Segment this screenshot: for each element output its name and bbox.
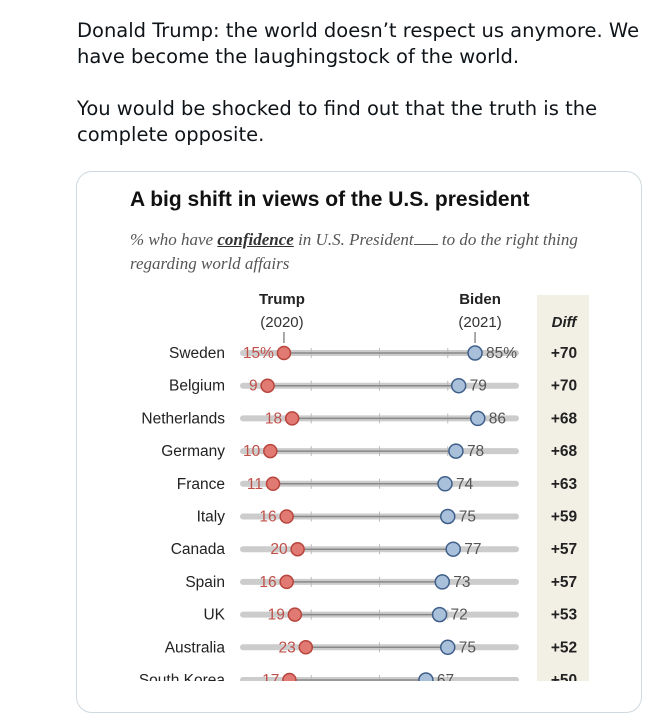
biden-value-label: 79 [470,378,487,395]
country-label: UK [203,607,225,624]
subtitle-prefix: % who have [130,230,214,249]
biden-dot [440,639,456,656]
country-label: Canada [171,541,226,558]
biden-value-label: 77 [464,541,481,558]
biden-dot [434,574,451,590]
dot-plot-chart: Trump (2020) Biden (2021) Diff Sweden 15% 85% +7… [139,291,589,681]
biden-period: (2021) [458,314,501,331]
tweet-paragraph-1: Donald Trump: the world doesn’t respect … [77,19,640,68]
diff-value: +68 [551,443,578,460]
biden-dot [450,377,467,394]
biden-value-label: 72 [451,607,468,624]
chart-title: A big shift in views of the U.S. preside… [130,188,530,211]
trump-dot [265,476,281,492]
trump-dot [279,509,294,524]
biden-value-label: 86 [489,410,506,427]
biden-value-label: 67 [437,672,454,681]
diff-value: +63 [551,476,578,493]
country-label: Australia [165,639,226,656]
country-label: Germany [161,443,225,460]
subtitle-blank [413,244,438,245]
trump-value-label: 15% [243,345,274,362]
diff-value: +59 [551,509,578,526]
trump-dot [282,672,297,681]
country-label: Italy [197,509,226,526]
biden-header: Biden [459,291,501,308]
country-label: Belgium [169,378,225,395]
diff-value: +50 [551,672,577,681]
trump-value-label: 16 [259,509,276,526]
subtitle-emphasis: confidence [217,230,294,249]
subtitle-mid: in U.S. President [298,230,414,249]
country-label: Netherlands [141,410,225,427]
trump-value-label: 18 [265,410,282,427]
trump-dot [298,640,314,655]
trump-value-label: 20 [270,541,288,558]
trump-dot [260,378,275,393]
biden-value-label: 75 [459,639,476,656]
diff-value: +53 [551,607,578,624]
trump-value-label: 17 [262,672,279,681]
trump-value-label: 10 [243,443,261,460]
trump-dot [284,411,300,426]
country-label: Sweden [169,345,225,362]
biden-dot [470,410,486,427]
biden-value-label: 75 [459,509,476,526]
biden-value-label: 74 [456,476,474,493]
diff-column-bg [537,295,589,681]
biden-dot [431,606,448,623]
subtitle-suffix: to do the right thing regarding world af… [130,230,578,273]
trump-value-label: 9 [249,378,258,395]
trump-dot [287,607,303,622]
biden-value-label: 78 [467,443,484,460]
trump-dot [279,574,294,590]
trump-header: Trump [259,291,305,308]
trump-dot [290,541,305,557]
diff-value: +57 [551,541,577,558]
trump-dot [276,345,292,361]
diff-value: +70 [551,345,577,362]
biden-dot [467,345,483,361]
country-label: Spain [185,574,225,591]
biden-dot [437,476,453,492]
trump-value-label: 19 [268,607,285,624]
biden-value-label: 85% [486,345,517,362]
biden-dot [418,672,434,681]
trump-period: (2020) [260,314,303,331]
country-label: South Korea [139,672,226,681]
tweet-text: Donald Trump: the world doesn’t respect … [77,18,647,148]
trump-value-label: 16 [259,574,276,591]
biden-dot [440,508,456,525]
diff-header: Diff [552,314,579,331]
biden-value-label: 73 [453,574,470,591]
diff-value: +52 [551,639,577,656]
diff-value: +57 [551,574,577,591]
country-label: France [177,476,225,493]
tweet-paragraph-2: You would be shocked to find out that th… [77,97,598,146]
trump-value-label: 11 [247,476,263,493]
biden-dot [448,443,464,459]
diff-value: +68 [551,410,578,427]
chart-subtitle: % who have confidence in U.S. President … [130,228,600,276]
biden-dot [445,541,461,557]
diff-value: +70 [551,378,577,395]
trump-dot [263,443,278,459]
trump-value-label: 23 [279,639,296,656]
